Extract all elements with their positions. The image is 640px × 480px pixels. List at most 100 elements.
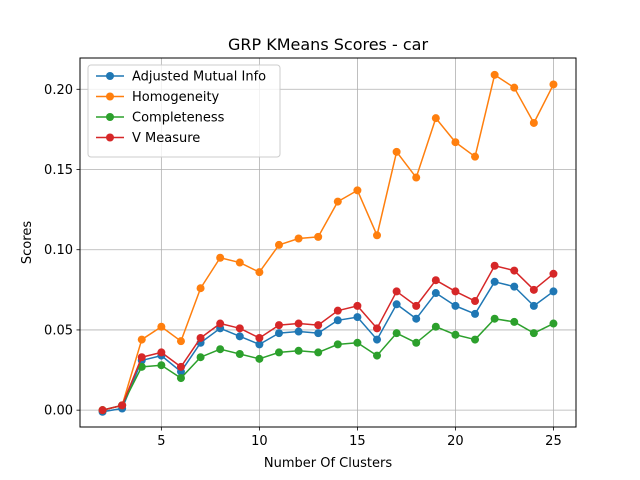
- legend-label: Adjusted Mutual Info: [132, 70, 266, 85]
- data-point: [392, 287, 401, 296]
- data-point: [392, 147, 401, 156]
- data-point: [216, 319, 225, 328]
- series-layer: [98, 70, 558, 416]
- data-point: [431, 322, 440, 331]
- data-point: [451, 287, 460, 296]
- data-point: [529, 301, 538, 310]
- x-tick-label: 15: [349, 434, 366, 449]
- data-point: [412, 301, 421, 310]
- data-point: [412, 338, 421, 347]
- data-point: [235, 258, 244, 267]
- data-point: [471, 335, 480, 344]
- data-point: [471, 152, 480, 161]
- data-point: [333, 316, 342, 325]
- data-point: [373, 324, 382, 333]
- data-point: [137, 353, 146, 362]
- data-point: [412, 173, 421, 182]
- data-point: [451, 301, 460, 310]
- series-2: [98, 314, 558, 415]
- data-point: [274, 240, 283, 249]
- data-point: [471, 297, 480, 306]
- data-point: [333, 197, 342, 206]
- legend-item: Homogeneity: [96, 90, 220, 105]
- data-point: [549, 287, 558, 296]
- data-point: [314, 329, 323, 338]
- data-point: [98, 406, 107, 415]
- data-point: [353, 313, 362, 322]
- data-point: [255, 333, 264, 342]
- data-point: [255, 268, 264, 277]
- data-point: [196, 284, 205, 293]
- data-point: [529, 285, 538, 294]
- data-point: [176, 362, 185, 371]
- data-point: [510, 282, 519, 291]
- legend-box: [87, 64, 281, 158]
- data-point: [157, 361, 166, 370]
- data-point: [255, 354, 264, 363]
- y-axis-label: Scores: [20, 221, 35, 264]
- data-point: [549, 80, 558, 89]
- legend: Adjusted Mutual Info Homogeneity Completen…: [87, 64, 281, 158]
- series-3: [98, 261, 558, 415]
- data-point: [216, 345, 225, 354]
- legend-label: Completeness: [132, 111, 225, 126]
- data-point: [529, 329, 538, 338]
- y-tick-label: 0.10: [44, 243, 73, 258]
- data-point: [196, 353, 205, 362]
- data-point: [549, 269, 558, 278]
- legend-label: Homogeneity: [132, 90, 220, 105]
- data-point: [314, 232, 323, 241]
- data-point: [235, 324, 244, 333]
- series-line: [102, 74, 555, 411]
- y-tick-label: 0.20: [44, 83, 73, 98]
- grid: [80, 58, 576, 427]
- y-tick-label: 0.00: [44, 404, 73, 419]
- data-point: [137, 362, 146, 371]
- x-axis-label: Number Of Clusters: [264, 456, 392, 471]
- data-point: [274, 329, 283, 338]
- legend-item: Adjusted Mutual Info: [96, 70, 266, 85]
- data-point: [255, 340, 264, 349]
- data-point: [353, 338, 362, 347]
- series-1: [98, 70, 558, 415]
- data-point: [274, 321, 283, 330]
- data-point: [451, 330, 460, 339]
- data-point: [549, 319, 558, 328]
- data-point: [373, 351, 382, 360]
- data-point: [490, 314, 499, 323]
- data-point: [471, 309, 480, 318]
- data-point: [196, 333, 205, 342]
- data-point: [392, 329, 401, 338]
- legend-label: V Measure: [132, 131, 200, 146]
- chart-title: GRP KMeans Scores - car: [228, 35, 428, 54]
- data-point: [392, 300, 401, 309]
- y-tick-label: 0.05: [44, 323, 73, 338]
- data-point: [294, 234, 303, 243]
- data-point: [373, 335, 382, 344]
- plot-frame: [79, 57, 577, 428]
- data-point: [118, 401, 127, 410]
- legend-marker: [106, 113, 114, 121]
- data-point: [490, 261, 499, 270]
- data-point: [510, 317, 519, 326]
- data-point: [157, 348, 166, 357]
- data-point: [333, 306, 342, 315]
- data-point: [176, 374, 185, 383]
- data-point: [431, 276, 440, 285]
- data-point: [431, 289, 440, 298]
- ticks: 5 10 15 20 25 0.00 0.05 0.10 0.15 0.20: [44, 83, 562, 449]
- data-point: [235, 350, 244, 359]
- x-tick-label: 20: [447, 434, 464, 449]
- legend-item: V Measure: [96, 131, 200, 146]
- legend-marker: [106, 133, 114, 142]
- data-point: [294, 327, 303, 336]
- y-tick-label: 0.15: [44, 163, 73, 178]
- data-point: [314, 321, 323, 330]
- data-point: [510, 266, 519, 275]
- data-point: [431, 114, 440, 123]
- data-point: [510, 83, 519, 92]
- x-tick-label: 5: [157, 434, 165, 449]
- data-point: [294, 319, 303, 328]
- data-point: [353, 186, 362, 195]
- data-point: [235, 332, 244, 341]
